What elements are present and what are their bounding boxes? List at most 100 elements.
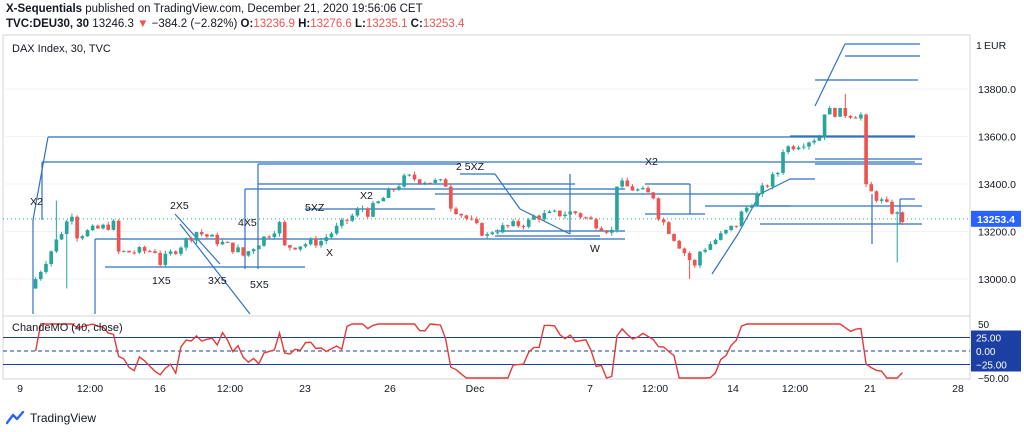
tradingview-logo-icon[interactable]: [6, 411, 26, 425]
annotation-label: 2 5XZ: [456, 161, 485, 173]
candle-body: [459, 214, 464, 216]
candle-body: [542, 213, 547, 220]
candle-body: [895, 212, 900, 214]
author-link[interactable]: X-Sequentials: [6, 3, 83, 15]
candle-body: [376, 201, 380, 204]
cmo-tick: −50.00: [978, 374, 1009, 385]
open-label: O:: [240, 18, 254, 30]
candle-body: [412, 174, 417, 180]
candle-body: [350, 215, 355, 221]
candle-body: [537, 215, 541, 220]
candle-body: [490, 232, 495, 235]
time-tick: 21: [864, 383, 876, 395]
candle-body: [272, 233, 277, 237]
candle-body: [44, 264, 48, 272]
candle-body: [365, 208, 370, 217]
last-price-tag: [971, 210, 1021, 227]
candle-body: [277, 222, 282, 234]
candle-body: [246, 251, 251, 256]
price-tick: 13800.0: [978, 84, 1016, 96]
price-tick: 13000.0: [978, 274, 1016, 286]
high-label: H:: [298, 18, 311, 30]
candle-body: [853, 117, 858, 119]
candle-body: [656, 198, 661, 220]
candle-body: [599, 228, 604, 231]
candle-body: [168, 251, 173, 254]
time-tick: 14: [727, 383, 739, 395]
drawing-line: [814, 43, 846, 107]
candle-body: [900, 212, 905, 223]
candle-body: [817, 137, 822, 141]
candle-body: [54, 239, 59, 252]
candle-body: [225, 241, 230, 243]
candle-body: [594, 219, 598, 229]
candle-body: [147, 251, 152, 253]
footer: TradingView: [6, 407, 96, 429]
time-tick: 7: [587, 383, 593, 395]
cmo-level-tag: [971, 357, 1021, 372]
annotation-label: 2X5: [170, 200, 189, 212]
annotation-label: 5XZ: [305, 202, 325, 214]
published-text: published on TradingView.com, December 2…: [85, 3, 423, 15]
candle-body: [106, 224, 111, 230]
candle-body: [833, 108, 837, 117]
annotation-label: W: [590, 243, 600, 255]
time-axis[interactable]: 9 12:00 16 12:00 23 26 Dec 7 12:00 14 12:00 21 28: [17, 383, 964, 395]
close-label: C:: [410, 18, 423, 30]
cmo-level-label: −25.00: [976, 361, 1007, 372]
price-tick: 13400.0: [978, 179, 1016, 191]
chart-header: X-Sequentials published on TradingView.c…: [0, 0, 1024, 34]
candle-body: [495, 232, 500, 234]
candle-body: [184, 238, 188, 248]
candle-body: [96, 225, 100, 229]
candle-body: [578, 213, 583, 218]
candle-body: [122, 250, 126, 252]
candle-body: [132, 252, 137, 254]
candle-body: [433, 179, 438, 183]
candle-body: [532, 215, 536, 220]
candle-body: [407, 174, 412, 176]
candle-body: [687, 253, 692, 261]
price-axis[interactable]: 13000.0 13200.0 13400.0 13600.0 13800.0 13253…: [971, 84, 1021, 385]
candle-body: [101, 224, 105, 229]
candle-body: [59, 234, 64, 240]
cmo-level-tag: [971, 330, 1021, 345]
candle-body: [770, 174, 775, 187]
candle-body: [231, 242, 235, 253]
cmo-level-tag: [971, 344, 1021, 358]
annotation-label: 1X5: [152, 275, 171, 287]
candle-body: [329, 233, 334, 238]
quote-line: TVC:DEU30, 30 13246.3 ▼ −384.2 (−2.82%) …: [6, 18, 464, 30]
last-price-tag-text: 13253.4: [977, 214, 1015, 226]
candle-body: [568, 211, 573, 215]
candle-body: [236, 247, 240, 253]
candle-body: [256, 245, 261, 250]
candle-body: [521, 225, 526, 227]
candle-body: [480, 223, 484, 236]
candle-body: [474, 219, 479, 224]
candle-body: [506, 225, 510, 227]
candle-body: [428, 182, 432, 184]
candle-body: [127, 250, 131, 253]
candle-body: [511, 221, 515, 226]
candle-body: [75, 216, 79, 239]
candle-body: [80, 236, 85, 239]
candle-body: [90, 225, 95, 231]
candle-body: [371, 203, 375, 217]
candle-body: [324, 237, 329, 242]
candle-body: [744, 207, 749, 212]
candle-body: [776, 172, 780, 175]
drawing-line: [494, 173, 521, 210]
chart-title: DAX Index, 30, TVC: [12, 43, 111, 55]
candle-body: [194, 232, 199, 241]
candle-body: [692, 260, 697, 266]
candle-body: [355, 209, 360, 216]
candle-body: [153, 251, 157, 254]
candle-body: [454, 208, 458, 215]
candle-body: [33, 279, 38, 289]
brand-name[interactable]: TradingView: [30, 411, 97, 425]
indicator-title: ChandeMO (40, close): [12, 322, 123, 334]
currency-label[interactable]: EUR: [984, 40, 1007, 52]
candle-body: [417, 179, 422, 184]
